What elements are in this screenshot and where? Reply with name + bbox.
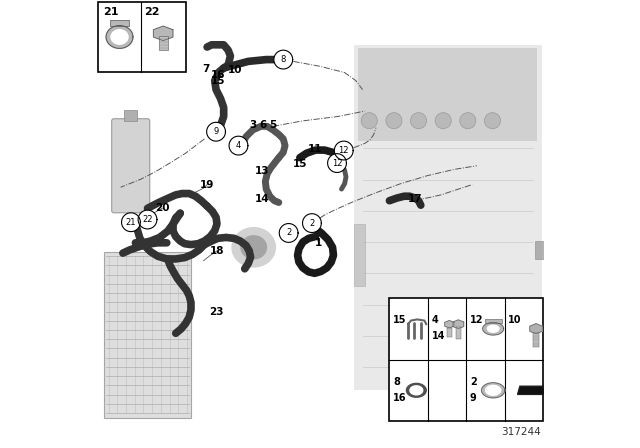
Polygon shape	[207, 122, 225, 141]
Polygon shape	[138, 210, 157, 229]
Text: 7: 7	[202, 65, 209, 74]
Circle shape	[435, 112, 451, 129]
Text: 19: 19	[200, 180, 214, 190]
Text: 12: 12	[470, 315, 483, 325]
Polygon shape	[240, 235, 267, 259]
Bar	[535, 241, 544, 258]
Bar	[447, 327, 452, 337]
Text: 11: 11	[308, 144, 323, 154]
Text: 15: 15	[292, 159, 307, 168]
Polygon shape	[406, 383, 426, 397]
Text: 8: 8	[393, 377, 400, 387]
Text: 14: 14	[255, 194, 269, 204]
Text: 2: 2	[286, 228, 291, 237]
Text: 20: 20	[155, 203, 170, 213]
Text: 2: 2	[309, 219, 315, 228]
Polygon shape	[229, 136, 248, 155]
Polygon shape	[453, 320, 464, 329]
Circle shape	[410, 112, 427, 129]
Polygon shape	[487, 325, 499, 332]
Polygon shape	[106, 26, 133, 48]
Text: 12: 12	[332, 159, 342, 168]
Text: 317244: 317244	[500, 427, 540, 437]
Bar	[124, 110, 138, 121]
Polygon shape	[274, 50, 292, 69]
Text: 21: 21	[125, 218, 136, 227]
Text: 16: 16	[211, 70, 225, 80]
Polygon shape	[122, 213, 140, 232]
Text: 13: 13	[255, 166, 269, 176]
Text: 22: 22	[145, 7, 160, 17]
Text: 18: 18	[210, 246, 224, 256]
Text: 6: 6	[259, 121, 267, 130]
Text: 8: 8	[280, 55, 286, 64]
Text: 4: 4	[431, 315, 438, 325]
Polygon shape	[303, 214, 321, 233]
Polygon shape	[279, 224, 298, 242]
Text: 3: 3	[249, 121, 257, 130]
Circle shape	[460, 112, 476, 129]
Polygon shape	[445, 320, 454, 328]
Text: 21: 21	[102, 7, 118, 17]
Polygon shape	[483, 323, 504, 335]
Polygon shape	[410, 386, 423, 395]
Bar	[353, 224, 365, 286]
Polygon shape	[486, 385, 500, 395]
Polygon shape	[328, 154, 346, 172]
Circle shape	[484, 112, 500, 129]
Bar	[389, 298, 543, 421]
Text: 15: 15	[393, 315, 406, 325]
Text: 10: 10	[228, 65, 242, 75]
Text: 22: 22	[142, 215, 153, 224]
Text: 10: 10	[508, 315, 522, 325]
Circle shape	[361, 112, 378, 129]
Polygon shape	[154, 26, 173, 41]
Bar	[484, 319, 502, 323]
Text: 2: 2	[470, 377, 477, 387]
Polygon shape	[481, 383, 505, 398]
Bar	[109, 20, 129, 26]
Text: 4: 4	[236, 141, 241, 150]
Bar	[358, 48, 537, 142]
Bar	[456, 327, 461, 339]
Text: 14: 14	[431, 331, 445, 341]
Text: 5: 5	[269, 121, 276, 130]
Polygon shape	[530, 324, 542, 334]
FancyBboxPatch shape	[111, 119, 150, 213]
Bar	[104, 252, 191, 418]
Bar	[533, 333, 539, 347]
Text: 23: 23	[209, 307, 223, 317]
Text: 17: 17	[408, 194, 422, 204]
Polygon shape	[231, 227, 276, 267]
Text: 9: 9	[470, 393, 477, 403]
Bar	[98, 2, 186, 72]
Text: 15: 15	[211, 76, 225, 86]
Bar	[159, 36, 168, 49]
Bar	[353, 45, 541, 390]
Circle shape	[386, 112, 402, 129]
Polygon shape	[334, 141, 353, 160]
Text: 9: 9	[213, 127, 219, 136]
Text: 1: 1	[315, 238, 323, 248]
Text: 16: 16	[393, 393, 406, 403]
Text: 12: 12	[339, 146, 349, 155]
Polygon shape	[111, 30, 128, 44]
Polygon shape	[518, 386, 545, 394]
